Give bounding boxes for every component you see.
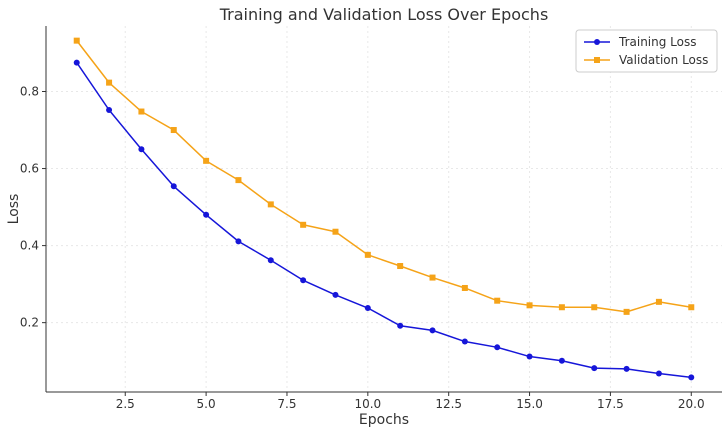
data-point-validation-loss — [170, 127, 177, 134]
x-tick-label: 5.0 — [197, 397, 216, 411]
data-point-training-loss — [106, 106, 113, 113]
x-tick-label: 15.0 — [516, 397, 543, 411]
data-point-validation-loss — [558, 304, 565, 311]
x-tick-label: 17.5 — [597, 397, 624, 411]
data-point-validation-loss — [267, 201, 274, 208]
data-point-validation-loss — [526, 302, 533, 309]
data-point-training-loss — [429, 327, 436, 334]
data-point-validation-loss — [300, 221, 307, 228]
data-point-training-loss — [688, 374, 695, 381]
y-tick-label: 0.6 — [20, 162, 39, 176]
data-point-training-loss — [203, 211, 210, 218]
data-point-validation-loss — [364, 251, 371, 258]
data-point-validation-loss — [655, 298, 662, 305]
x-tick-label: 7.5 — [277, 397, 296, 411]
series-validation-loss — [73, 37, 695, 315]
data-point-validation-loss — [461, 284, 468, 291]
series-line-validation-loss — [76, 40, 692, 313]
legend-entry-validation: Validation Loss — [584, 53, 708, 67]
legend-marker-training — [594, 39, 600, 45]
series — [73, 37, 695, 381]
data-point-training-loss — [526, 353, 533, 360]
x-tick-label: 12.5 — [435, 397, 462, 411]
data-point-validation-loss — [138, 108, 145, 115]
y-tick-label: 0.2 — [20, 316, 39, 330]
data-point-validation-loss — [73, 37, 80, 44]
legend-marker-validation — [594, 57, 600, 63]
chart-title: Training and Validation Loss Over Epochs — [219, 5, 549, 24]
data-point-validation-loss — [688, 304, 695, 311]
data-point-training-loss — [267, 257, 274, 264]
legend: Training Loss Validation Loss — [575, 29, 718, 73]
data-point-training-loss — [461, 338, 468, 345]
data-point-training-loss — [332, 291, 339, 298]
data-point-training-loss — [300, 277, 307, 284]
data-point-validation-loss — [429, 274, 436, 281]
series-training-loss — [73, 59, 695, 381]
y-tick-label: 0.8 — [20, 84, 39, 98]
data-point-training-loss — [235, 238, 242, 245]
data-point-training-loss — [138, 146, 145, 153]
x-tick-label: 2.5 — [116, 397, 135, 411]
data-point-validation-loss — [106, 79, 113, 86]
data-point-validation-loss — [591, 304, 598, 311]
x-tick-label: 10.0 — [354, 397, 381, 411]
data-point-training-loss — [494, 344, 501, 351]
x-ticks: 2.5 5.0 7.5 10.0 12.5 15.0 17.5 20.0 — [116, 392, 705, 411]
data-point-validation-loss — [332, 228, 339, 235]
data-point-validation-loss — [623, 308, 630, 315]
x-tick-label: 20.0 — [678, 397, 705, 411]
grid — [46, 26, 722, 392]
y-ticks: 0.2 0.4 0.6 0.8 — [20, 84, 46, 330]
x-axis-label: Epochs — [359, 412, 409, 428]
legend-label-training: Training Loss — [618, 35, 696, 49]
data-point-training-loss — [591, 365, 598, 372]
data-point-training-loss — [655, 370, 662, 377]
legend-frame — [575, 29, 718, 73]
data-point-training-loss — [170, 183, 177, 190]
data-point-training-loss — [397, 322, 404, 329]
data-point-training-loss — [73, 59, 80, 66]
series-line-training-loss — [76, 62, 692, 379]
data-point-validation-loss — [397, 263, 404, 270]
data-point-training-loss — [623, 365, 630, 372]
legend-label-validation: Validation Loss — [619, 53, 708, 67]
data-point-validation-loss — [203, 157, 210, 164]
y-tick-label: 0.4 — [20, 239, 39, 253]
y-axis-label: Loss — [6, 194, 22, 225]
data-point-training-loss — [558, 357, 565, 364]
legend-entry-training: Training Loss — [584, 35, 696, 49]
data-point-training-loss — [364, 305, 371, 312]
data-point-validation-loss — [235, 177, 242, 184]
data-point-validation-loss — [494, 297, 501, 304]
